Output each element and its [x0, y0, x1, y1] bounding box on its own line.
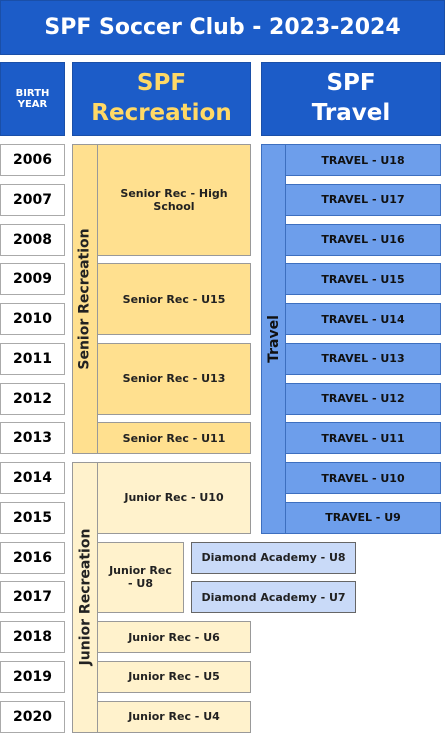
junior-rec-group: Junior Rec - U8	[97, 541, 184, 614]
senior-recreation-band: Senior Recreation	[72, 144, 98, 455]
travel-team: TRAVEL - U13	[285, 342, 441, 375]
birth-year: 2006	[0, 144, 65, 176]
travel-team: TRAVEL - U11	[285, 422, 441, 455]
birth-year: 2012	[0, 382, 65, 415]
birth-year: 2010	[0, 303, 65, 335]
birth-year: 2015	[0, 501, 65, 534]
birth-year: 2007	[0, 183, 65, 216]
senior-rec-group: Senior Rec - U15	[97, 263, 251, 335]
travel-team: TRAVEL - U16	[285, 223, 441, 256]
birth-year-header: BIRTH YEAR	[0, 62, 65, 136]
senior-rec-group: Senior Rec - U11	[97, 422, 251, 455]
travel-header: SPF Travel	[261, 62, 441, 136]
travel-team: TRAVEL - U17	[285, 183, 441, 216]
junior-rec-group: Junior Rec - U6	[97, 621, 251, 653]
travel-band: Travel	[261, 144, 286, 534]
senior-recreation-label: Senior Recreation	[77, 228, 93, 370]
travel-team: TRAVEL - U12	[285, 382, 441, 415]
birth-year: 2011	[0, 342, 65, 375]
travel-label: Travel	[265, 314, 282, 363]
diamond-academy: Diamond Academy - U7	[191, 581, 356, 614]
travel-team: TRAVEL - U10	[285, 462, 441, 494]
senior-rec-group: Senior Rec - High School	[97, 144, 251, 256]
birth-year: 2016	[0, 541, 65, 574]
senior-rec-group: Senior Rec - U13	[97, 342, 251, 415]
birth-year: 2017	[0, 581, 65, 614]
junior-recreation-band: Junior Recreation	[72, 462, 98, 733]
birth-year: 2013	[0, 422, 65, 455]
title: SPF Soccer Club - 2023-2024	[0, 0, 445, 55]
travel-team: TRAVEL - U18	[285, 144, 441, 176]
birth-year: 2020	[0, 700, 65, 733]
birth-year: 2018	[0, 621, 65, 653]
birth-year: 2014	[0, 462, 65, 494]
travel-team: TRAVEL - U14	[285, 303, 441, 335]
birth-year: 2019	[0, 660, 65, 693]
recreation-header: SPF Recreation	[72, 62, 251, 136]
birth-year: 2008	[0, 223, 65, 256]
junior-rec-group: Junior Rec - U10	[97, 462, 251, 534]
birth-year: 2009	[0, 263, 65, 296]
travel-team: TRAVEL - U9	[285, 501, 441, 534]
diamond-academy: Diamond Academy - U8	[191, 541, 356, 574]
junior-rec-group: Junior Rec - U4	[97, 700, 251, 733]
junior-recreation-label: Junior Recreation	[77, 528, 93, 666]
junior-rec-group: Junior Rec - U5	[97, 660, 251, 693]
travel-team: TRAVEL - U15	[285, 263, 441, 296]
